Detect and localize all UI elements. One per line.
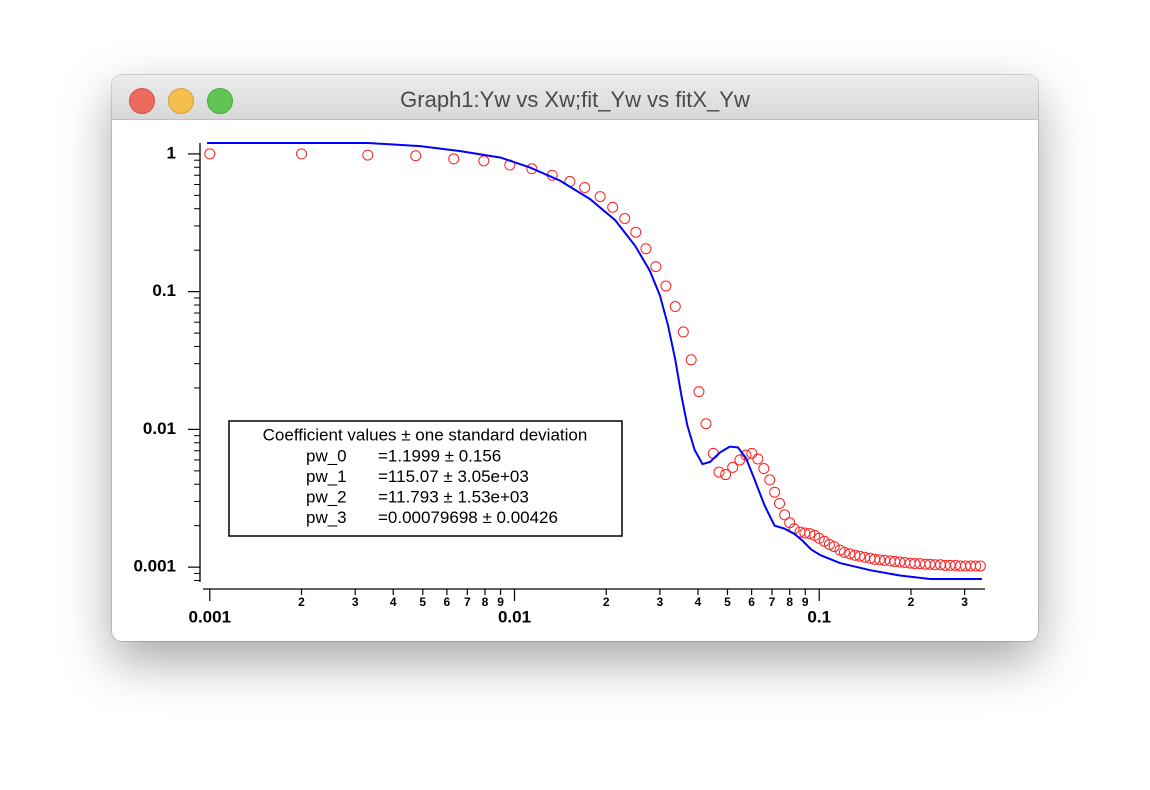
data-point (758, 463, 770, 475)
x-minor-tick-label: 3 (961, 595, 968, 609)
data-point (727, 461, 739, 473)
y-tick-label: 1 (167, 143, 176, 162)
data-point (746, 447, 758, 459)
x-minor-tick-label: 3 (657, 595, 664, 609)
fit-line (207, 142, 982, 580)
data-point (838, 546, 850, 558)
data-point (764, 474, 776, 486)
x-minor-tick-label: 4 (390, 595, 397, 609)
data-point (813, 532, 825, 544)
coefficient-value: =115.07 ± 3.05e+03 (378, 467, 529, 486)
data-point (713, 466, 725, 478)
data-point (752, 453, 764, 465)
data-point (478, 155, 490, 167)
data-point (579, 182, 591, 194)
data-point (844, 548, 856, 560)
x-minor-tick-label: 7 (769, 595, 776, 609)
x-tick-label: 0.1 (807, 607, 831, 626)
y-tick-label: 0.01 (143, 419, 176, 438)
x-minor-tick-label: 3 (352, 595, 359, 609)
data-point (804, 528, 816, 540)
data-point (720, 469, 732, 481)
x-minor-tick-label: 2 (298, 595, 305, 609)
x-minor-tick-label: 2 (603, 595, 610, 609)
x-minor-tick-label: 5 (724, 595, 731, 609)
title-bar: Graph1:Yw vs Xw;fit_Yw vs fitX_Yw (112, 75, 1038, 120)
data-point (204, 148, 216, 160)
coefficient-value: =1.1999 ± 0.156 (378, 446, 501, 465)
data-point (619, 212, 631, 224)
data-point (362, 149, 374, 161)
coefficient-value: =0.00079698 ± 0.00426 (378, 508, 558, 527)
close-button[interactable] (129, 88, 155, 114)
data-point (594, 191, 606, 203)
x-minor-tick-label: 2 (908, 595, 915, 609)
x-tick-label: 0.001 (189, 607, 232, 626)
data-point (823, 538, 835, 550)
data-point (874, 554, 886, 566)
data-point (677, 326, 689, 338)
data-point (640, 243, 652, 255)
data-point (828, 541, 840, 553)
data-point (660, 280, 672, 292)
minimize-button[interactable] (168, 88, 194, 114)
data-point (296, 148, 308, 160)
x-minor-tick-label: 9 (802, 595, 809, 609)
data-point (630, 226, 642, 238)
coefficient-name: pw_0 (306, 446, 347, 465)
x-minor-tick-label: 5 (419, 595, 426, 609)
coefficient-name: pw_2 (306, 487, 347, 506)
data-point (685, 354, 697, 366)
data-point (669, 301, 681, 313)
x-minor-tick-label: 8 (786, 595, 793, 609)
data-point (607, 201, 619, 213)
data-point (700, 418, 712, 430)
data-point (779, 509, 791, 521)
data-point (693, 386, 705, 398)
x-minor-tick-label: 6 (748, 595, 755, 609)
annotation-box (228, 420, 623, 537)
data-point (970, 560, 982, 572)
window-title: Graph1:Yw vs Xw;fit_Yw vs fitX_Yw (400, 87, 750, 112)
data-point (526, 163, 538, 175)
data-point (769, 486, 781, 498)
data-point (854, 550, 866, 562)
x-tick-label: 0.01 (498, 607, 531, 626)
data-point (799, 527, 811, 539)
x-minor-tick-label: 7 (464, 595, 471, 609)
coefficient-value: =11.793 ± 1.53e+03 (378, 487, 529, 506)
data-point (410, 150, 422, 162)
zoom-button[interactable] (207, 88, 233, 114)
data-point (974, 560, 986, 572)
coefficient-name: pw_1 (306, 467, 347, 486)
annotation-title: Coefficient values ± one standard deviat… (263, 425, 588, 444)
y-tick-label: 0.001 (133, 557, 176, 576)
x-minor-tick-label: 8 (482, 595, 489, 609)
coefficient-name: pw_3 (306, 508, 347, 527)
x-minor-tick-label: 9 (497, 595, 504, 609)
data-point (650, 261, 662, 273)
y-tick-label: 0.1 (152, 281, 176, 300)
window: Graph1:Yw vs Xw;fit_Yw vs fitX_Yw (112, 75, 1038, 641)
data-point (448, 153, 460, 165)
x-minor-tick-label: 4 (695, 595, 702, 609)
data-point (774, 497, 786, 509)
data-point (909, 558, 921, 570)
x-minor-tick-label: 6 (444, 595, 451, 609)
